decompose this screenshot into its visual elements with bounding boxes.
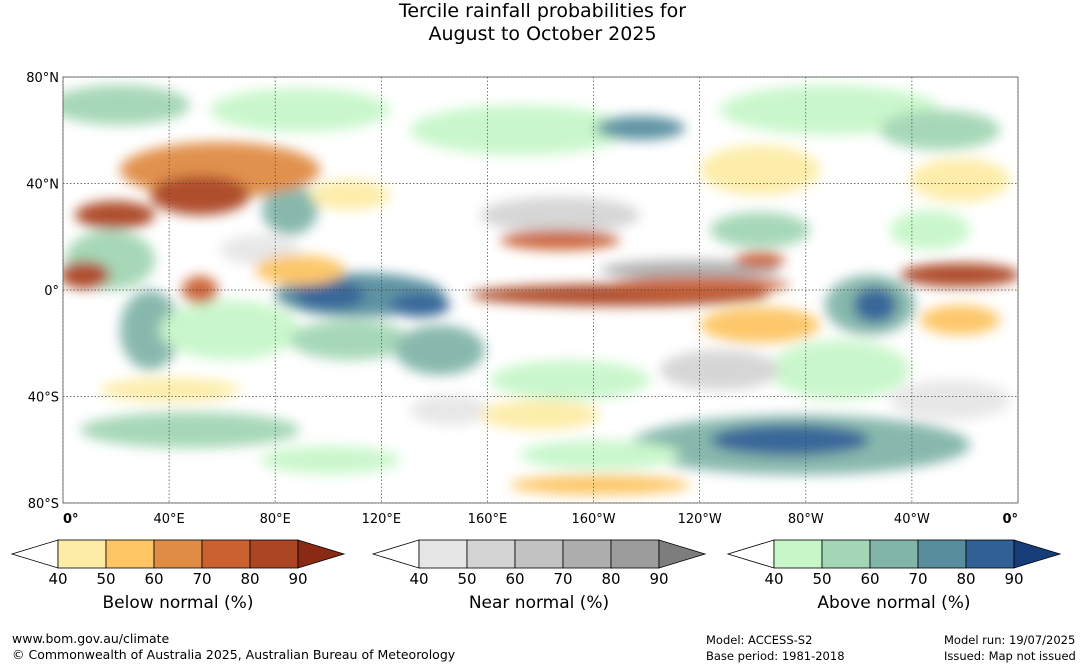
legend-below-normal: 40 50 60 70 80 90: [10, 538, 350, 618]
colorbar-arrow-high: [658, 539, 707, 569]
colorbar-near-normal: 40 50 60 70 80 90: [371, 539, 707, 588]
colorbar-tick-label: 40: [764, 570, 783, 588]
colorbar-tick-label: 50: [96, 570, 115, 588]
map-title: Tercile rainfall probabilities for Augus…: [0, 0, 1085, 46]
colorbar-arrow-high: [1013, 539, 1062, 569]
longitude-label: 160°W: [571, 512, 615, 527]
footer-left: www.bom.gov.au/climate © Commonwealth of…: [12, 631, 455, 663]
colorbar-tick-label: 40: [409, 570, 428, 588]
colorbar-arrow-low: [371, 539, 420, 569]
colorbar-tick-label: 60: [144, 570, 163, 588]
longitude-label: 80°W: [788, 512, 824, 527]
longitude-label: 40°W: [894, 512, 930, 527]
longitude-label: 0°: [63, 512, 79, 527]
colorbar-segment: [466, 539, 516, 569]
latitude-label: 40°N: [26, 178, 59, 193]
probability-fields: [63, 85, 1018, 495]
rainfall-probability-map: 80°N 40°N 0° 40°S 80°S 0° 40°E 80°E 120°E 160°E 1…: [0, 70, 1085, 530]
colorbar-tick-label: 70: [553, 570, 572, 588]
colorbar-arrow-low: [10, 539, 59, 569]
longitude-label: 80°E: [260, 512, 291, 527]
colorbar-segment: [57, 539, 107, 569]
latitude-label: 80°S: [28, 497, 59, 512]
footer-run-info: Model run: 19/07/2025 Issued: Map not is…: [944, 632, 1076, 664]
website-link[interactable]: www.bom.gov.au/climate: [12, 631, 170, 646]
colorbar-tick-label: 90: [649, 570, 668, 588]
footer-model-info: Model: ACCESS-S2 Base period: 1981-2018: [706, 632, 845, 664]
model-run-date: Model run: 19/07/2025: [944, 633, 1076, 647]
longitude-label: 0°: [1002, 512, 1018, 527]
colorbar-tick-label: 80: [601, 570, 620, 588]
latitude-label: 40°S: [28, 391, 59, 406]
colorbar-tick-label: 80: [956, 570, 975, 588]
base-period: Base period: 1981-2018: [706, 649, 845, 663]
colorbar-arrow-high: [297, 539, 346, 569]
colorbar-segment: [610, 539, 660, 569]
colorbar-segment: [773, 539, 823, 569]
colorbar-tick-label: 90: [1004, 570, 1023, 588]
colorbar-segment: [821, 539, 871, 569]
legend-below-normal-title: Below normal (%): [102, 593, 254, 613]
colorbar-tick-label: 50: [812, 570, 831, 588]
longitude-label: 40°E: [153, 512, 184, 527]
colorbar-below-normal: 40 50 60 70 80 90: [10, 539, 346, 588]
model-name: Model: ACCESS-S2: [706, 633, 813, 647]
colorbar-tick-label: 80: [240, 570, 259, 588]
longitude-label: 160°E: [468, 512, 508, 527]
legend-near-normal-title: Near normal (%): [468, 593, 610, 613]
colorbar-tick-label: 70: [192, 570, 211, 588]
latitude-labels: 80°N 40°N 0° 40°S 80°S: [26, 71, 59, 512]
title-line-1: Tercile rainfall probabilities for: [398, 0, 687, 22]
title-line-2: August to October 2025: [428, 23, 657, 45]
latitude-label: 0°: [44, 284, 59, 299]
colorbar-segment: [418, 539, 468, 569]
colorbar-segment: [249, 539, 299, 569]
colorbar-tick-label: 40: [48, 570, 67, 588]
colorbar-tick-label: 90: [288, 570, 307, 588]
legend-above-normal-title: Above normal (%): [817, 593, 971, 613]
colorbar-tick-label: 60: [505, 570, 524, 588]
colorbar-segment: [562, 539, 612, 569]
colorbar-segment: [105, 539, 155, 569]
colorbar-segment: [965, 539, 1015, 569]
legend-near-normal: 40 50 60 70 80 90: [371, 538, 711, 618]
colorbar-arrow-low: [726, 539, 775, 569]
copyright-text: © Commonwealth of Australia 2025, Austra…: [12, 647, 456, 662]
longitude-label: 120°W: [678, 512, 722, 527]
colorbar-above-normal: 40 50 60 70 80 90: [726, 539, 1062, 588]
colorbar-segment: [917, 539, 967, 569]
colorbar-tick-label: 50: [457, 570, 476, 588]
colorbar-tick-label: 70: [908, 570, 927, 588]
issued-status: Issued: Map not issued: [944, 649, 1076, 663]
colorbar-segment: [514, 539, 564, 569]
longitude-labels: 0° 40°E 80°E 120°E 160°E 160°W 120°W 80°W 40°W 0°: [63, 512, 1018, 527]
map-svg: 80°N 40°N 0° 40°S 80°S 0° 40°E 80°E 120°E 160°E 1…: [26, 71, 1019, 527]
colorbar-segment: [201, 539, 251, 569]
latitude-label: 80°N: [26, 71, 59, 86]
legend-above-normal: 40 50 60 70 80 90: [726, 538, 1066, 618]
colorbar-tick-label: 60: [860, 570, 879, 588]
colorbar-segment: [869, 539, 919, 569]
longitude-label: 120°E: [362, 512, 402, 527]
map-frame: [62, 76, 1019, 504]
colorbar-segment: [153, 539, 203, 569]
